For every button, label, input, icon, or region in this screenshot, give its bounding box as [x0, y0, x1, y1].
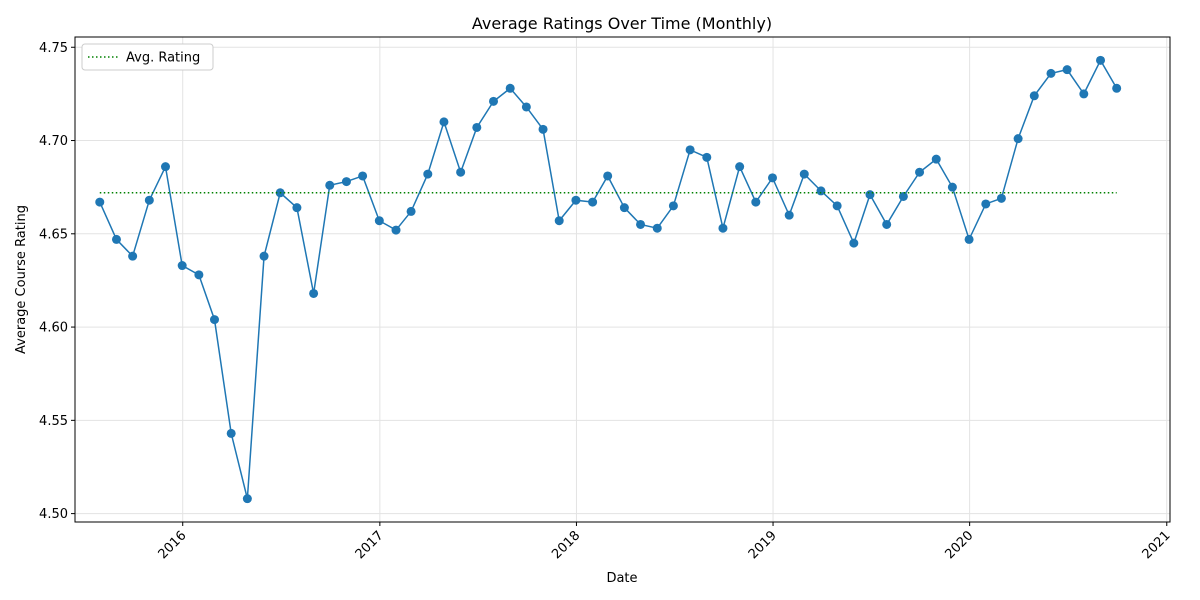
data-point	[832, 201, 842, 211]
data-point	[521, 102, 531, 112]
y-tick-label: 4.70	[39, 134, 68, 149]
data-point	[210, 315, 219, 325]
data-point	[439, 117, 449, 127]
data-point	[1079, 89, 1089, 99]
data-point	[406, 206, 416, 216]
data-point	[1046, 68, 1056, 78]
data-point	[259, 251, 269, 261]
data-point	[95, 197, 105, 207]
plot-frame	[74, 36, 1171, 523]
data-point	[931, 154, 941, 164]
data-point	[456, 167, 466, 177]
legend-box	[81, 43, 214, 71]
data-point	[636, 219, 646, 229]
chart-title: Average Ratings Over Time (Monthly)	[472, 14, 772, 33]
data-point	[358, 171, 368, 181]
data-point	[702, 152, 712, 162]
data-point	[668, 201, 678, 211]
data-point	[882, 219, 892, 229]
data-point	[799, 169, 809, 179]
data-point	[128, 251, 138, 261]
data-point	[1062, 65, 1072, 75]
data-point	[505, 83, 515, 93]
data-point	[242, 494, 252, 504]
legend: Avg. Rating	[81, 43, 214, 71]
y-tick-label: 4.65	[39, 227, 68, 242]
data-point	[718, 223, 728, 233]
data-point	[981, 199, 991, 209]
data-point	[898, 191, 908, 201]
data-point	[489, 96, 498, 106]
data-point	[1096, 55, 1106, 65]
legend-label-avg-rating: Avg. Rating	[126, 51, 200, 66]
data-point	[472, 122, 482, 132]
data-point	[391, 225, 401, 235]
data-point	[1112, 83, 1122, 93]
data-point	[996, 193, 1006, 203]
data-point	[865, 190, 875, 200]
series-layer	[95, 55, 1122, 504]
data-point	[538, 124, 548, 134]
data-point	[160, 162, 170, 172]
data-point	[652, 223, 662, 233]
y-tick-label: 4.60	[39, 321, 68, 336]
data-point	[554, 216, 564, 226]
data-point	[309, 288, 319, 298]
data-point	[1029, 91, 1039, 101]
data-point	[768, 173, 777, 183]
data-point	[111, 234, 121, 244]
data-point	[816, 186, 826, 196]
data-point	[685, 145, 695, 155]
data-point	[603, 171, 613, 181]
data-point	[325, 180, 335, 190]
data-point	[849, 238, 859, 248]
data-point	[194, 270, 204, 280]
data-point	[341, 177, 351, 187]
y-axis-label: Average Course Rating	[14, 205, 29, 354]
y-tick-label: 4.50	[39, 507, 68, 522]
y-tick-label: 4.55	[39, 414, 68, 429]
data-point	[964, 234, 974, 244]
data-point	[784, 210, 794, 220]
y-tick-label: 4.75	[39, 41, 68, 56]
data-point	[374, 216, 384, 226]
data-point	[292, 203, 302, 213]
data-point	[226, 428, 236, 438]
data-point	[177, 261, 187, 271]
data-point	[1013, 134, 1023, 144]
data-point	[751, 197, 761, 207]
data-point	[144, 195, 154, 205]
data-point	[571, 195, 581, 205]
data-point	[915, 167, 925, 177]
grid-lines	[75, 37, 1170, 522]
x-axis-label: Date	[606, 571, 637, 586]
data-point	[619, 203, 629, 213]
data-point	[588, 197, 598, 207]
data-point	[423, 169, 433, 179]
data-point	[735, 162, 745, 172]
data-point	[947, 182, 957, 192]
